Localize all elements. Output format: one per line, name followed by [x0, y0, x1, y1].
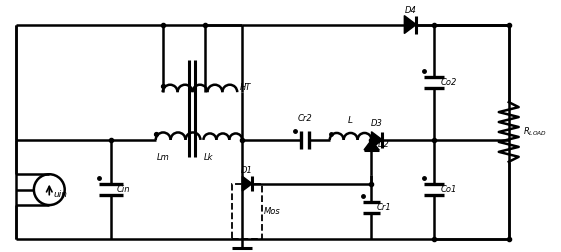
Text: Cin: Cin	[117, 185, 130, 194]
Text: $R_{LOAD}$: $R_{LOAD}$	[523, 126, 546, 138]
Polygon shape	[404, 16, 416, 34]
Polygon shape	[242, 176, 252, 191]
Text: Co1: Co1	[441, 185, 457, 194]
Text: uin: uin	[53, 190, 67, 199]
Text: Co2: Co2	[441, 78, 457, 87]
Text: Mos: Mos	[264, 207, 280, 216]
Text: D3: D3	[371, 119, 383, 128]
Text: HT: HT	[240, 83, 251, 92]
Text: D1: D1	[241, 166, 253, 175]
Text: D4: D4	[404, 6, 416, 15]
Polygon shape	[371, 132, 383, 148]
Text: Lm: Lm	[157, 153, 169, 162]
Text: D2: D2	[378, 140, 389, 149]
Text: L: L	[348, 116, 353, 125]
Polygon shape	[364, 140, 379, 150]
Bar	[232, 184, 261, 239]
Text: Cr2: Cr2	[297, 114, 312, 123]
Text: Lk: Lk	[204, 153, 213, 162]
Text: Cr1: Cr1	[376, 203, 391, 211]
